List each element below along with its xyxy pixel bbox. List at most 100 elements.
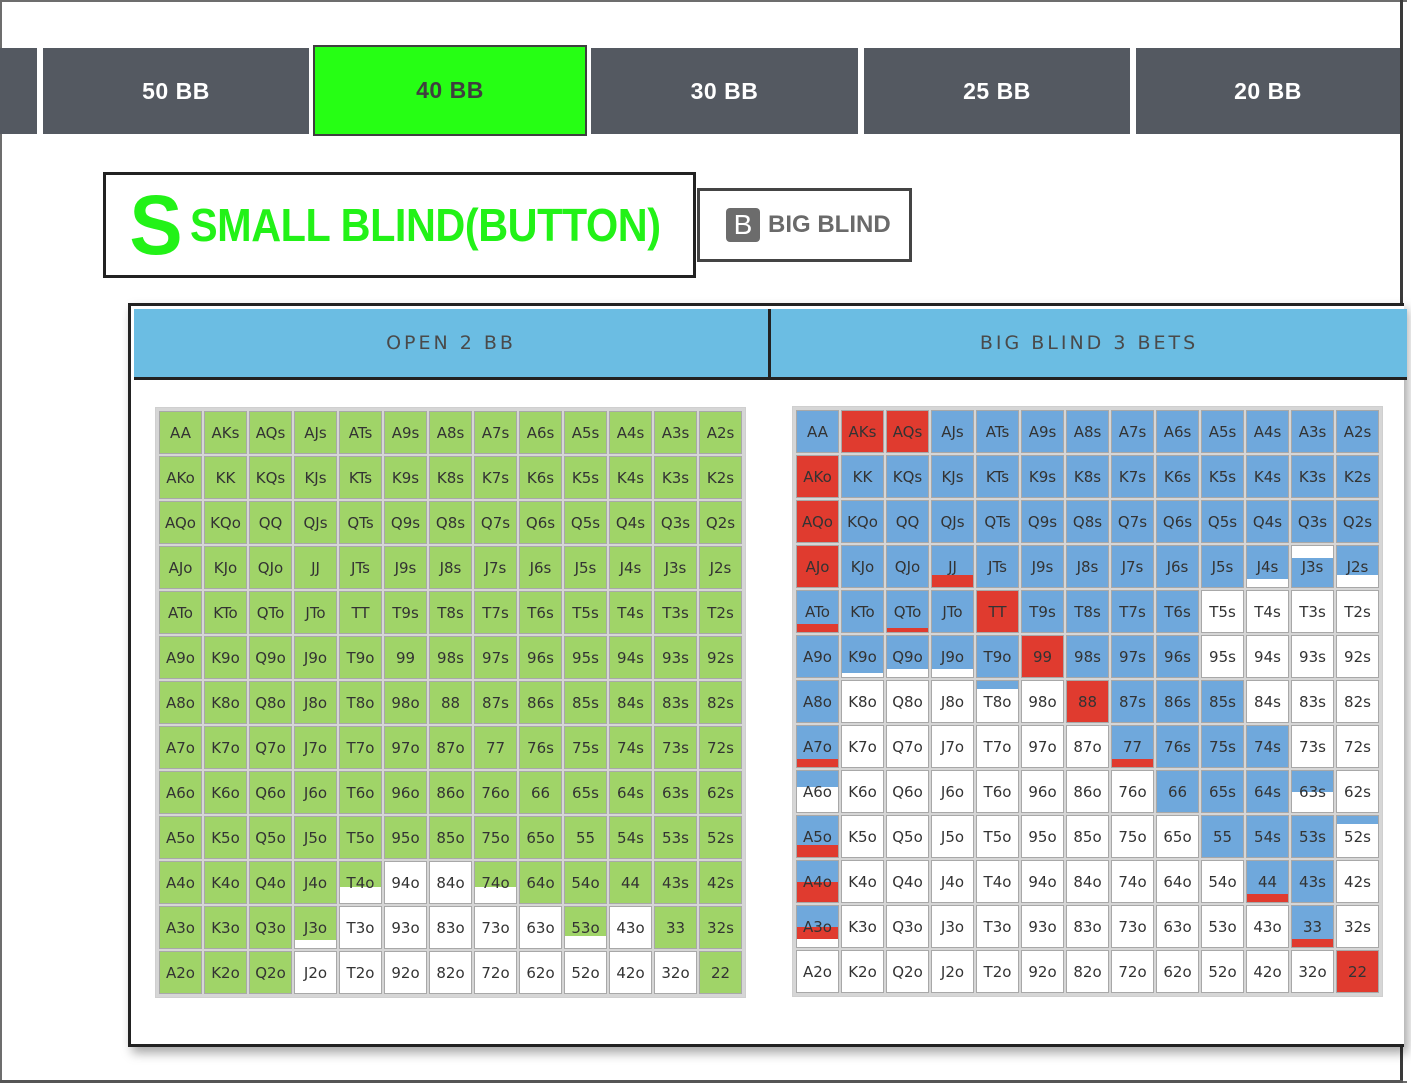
hand-cell-threebet[interactable]: 65s — [1201, 770, 1244, 813]
hand-cell-threebet[interactable]: QTs — [976, 500, 1019, 543]
hand-cell-open[interactable]: 76o — [474, 771, 517, 814]
hand-cell-threebet[interactable]: J8s — [1066, 545, 1109, 588]
hand-cell-open[interactable]: A3o — [159, 906, 202, 949]
hand-cell-threebet[interactable]: Q3o — [886, 905, 929, 948]
hand-cell-open[interactable]: 75o — [474, 816, 517, 859]
hand-cell-threebet[interactable]: 73s — [1291, 725, 1334, 768]
hand-cell-open[interactable]: 74o — [474, 861, 517, 904]
hand-cell-threebet[interactable]: KQs — [886, 455, 929, 498]
hand-cell-open[interactable]: 83o — [429, 906, 472, 949]
hand-cell-threebet[interactable]: 52o — [1201, 950, 1244, 993]
hand-cell-threebet[interactable]: A2o — [796, 950, 839, 993]
hand-cell-open[interactable]: K6s — [519, 456, 562, 499]
hand-cell-open[interactable]: 93s — [654, 636, 697, 679]
hand-cell-open[interactable]: A2s — [699, 411, 742, 454]
hand-cell-open[interactable]: T9s — [384, 591, 427, 634]
hand-cell-open[interactable]: ATs — [339, 411, 382, 454]
hand-cell-threebet[interactable]: 74o — [1111, 860, 1154, 903]
hand-cell-open[interactable]: AKo — [159, 456, 202, 499]
hand-cell-open[interactable]: AA — [159, 411, 202, 454]
hand-cell-threebet[interactable]: T5o — [976, 815, 1019, 858]
hand-cell-threebet[interactable]: T8s — [1066, 590, 1109, 633]
hand-cell-open[interactable]: Q6o — [249, 771, 292, 814]
hand-cell-open[interactable]: A3s — [654, 411, 697, 454]
hand-cell-threebet[interactable]: T4s — [1246, 590, 1289, 633]
hand-cell-threebet[interactable]: 98o — [1021, 680, 1064, 723]
hand-cell-open[interactable]: 63s — [654, 771, 697, 814]
hand-cell-open[interactable]: K8o — [204, 681, 247, 724]
hand-cell-threebet[interactable]: T3s — [1291, 590, 1334, 633]
hand-cell-threebet[interactable]: A6s — [1156, 410, 1199, 453]
hand-cell-open[interactable]: 94o — [384, 861, 427, 904]
hand-cell-threebet[interactable]: K3o — [841, 905, 884, 948]
hand-cell-open[interactable]: AJo — [159, 546, 202, 589]
hand-cell-threebet[interactable]: KTs — [976, 455, 1019, 498]
hand-cell-threebet[interactable]: 97s — [1111, 635, 1154, 678]
hand-cell-threebet[interactable]: T5s — [1201, 590, 1244, 633]
tab-stack-partial[interactable] — [0, 48, 37, 134]
hand-cell-open[interactable]: 72s — [699, 726, 742, 769]
hand-cell-threebet[interactable]: QTo — [886, 590, 929, 633]
hand-cell-threebet[interactable]: Q9o — [886, 635, 929, 678]
hand-cell-open[interactable]: 52s — [699, 816, 742, 859]
hand-cell-threebet[interactable]: 43o — [1246, 905, 1289, 948]
hand-cell-open[interactable]: Q2o — [249, 951, 292, 994]
hand-cell-threebet[interactable]: JTs — [976, 545, 1019, 588]
hand-cell-open[interactable]: 54s — [609, 816, 652, 859]
hand-cell-open[interactable]: J2o — [294, 951, 337, 994]
hand-cell-threebet[interactable]: 52s — [1336, 815, 1379, 858]
hand-cell-threebet[interactable]: Q6s — [1156, 500, 1199, 543]
hand-cell-threebet[interactable]: J4s — [1246, 545, 1289, 588]
hand-cell-open[interactable]: A9s — [384, 411, 427, 454]
hand-cell-open[interactable]: Q7o — [249, 726, 292, 769]
hand-cell-open[interactable]: Q8s — [429, 501, 472, 544]
hand-cell-threebet[interactable]: A4s — [1246, 410, 1289, 453]
hand-cell-threebet[interactable]: 74s — [1246, 725, 1289, 768]
hand-cell-open[interactable]: 94s — [609, 636, 652, 679]
hand-cell-open[interactable]: QJo — [249, 546, 292, 589]
hand-cell-threebet[interactable]: 99 — [1021, 635, 1064, 678]
hand-cell-open[interactable]: A4s — [609, 411, 652, 454]
hand-cell-open[interactable]: 92o — [384, 951, 427, 994]
hand-cell-threebet[interactable]: T6o — [976, 770, 1019, 813]
hand-cell-open[interactable]: T3s — [654, 591, 697, 634]
hand-cell-threebet[interactable]: Q4s — [1246, 500, 1289, 543]
hand-cell-threebet[interactable]: 44 — [1246, 860, 1289, 903]
hand-cell-open[interactable]: A6s — [519, 411, 562, 454]
hand-cell-open[interactable]: JJ — [294, 546, 337, 589]
hand-cell-threebet[interactable]: 83s — [1291, 680, 1334, 723]
hand-cell-threebet[interactable]: 43s — [1291, 860, 1334, 903]
hand-cell-open[interactable]: T3o — [339, 906, 382, 949]
hand-cell-threebet[interactable]: T7o — [976, 725, 1019, 768]
hand-cell-threebet[interactable]: K2s — [1336, 455, 1379, 498]
hand-cell-open[interactable]: TT — [339, 591, 382, 634]
hand-cell-open[interactable]: 87s — [474, 681, 517, 724]
hand-cell-open[interactable]: 95s — [564, 636, 607, 679]
hand-cell-threebet[interactable]: KJs — [931, 455, 974, 498]
hand-cell-threebet[interactable]: T6s — [1156, 590, 1199, 633]
hand-cell-open[interactable]: 43o — [609, 906, 652, 949]
hand-cell-open[interactable]: 97o — [384, 726, 427, 769]
hand-cell-open[interactable]: J5s — [564, 546, 607, 589]
hand-cell-threebet[interactable]: J9s — [1021, 545, 1064, 588]
hand-cell-threebet[interactable]: J9o — [931, 635, 974, 678]
hand-cell-threebet[interactable]: 72o — [1111, 950, 1154, 993]
hand-cell-threebet[interactable]: 63s — [1291, 770, 1334, 813]
hand-cell-open[interactable]: 82s — [699, 681, 742, 724]
hand-cell-open[interactable]: 86s — [519, 681, 562, 724]
hand-cell-threebet[interactable]: K5s — [1201, 455, 1244, 498]
hand-cell-threebet[interactable]: 86o — [1066, 770, 1109, 813]
hand-cell-threebet[interactable]: T8o — [976, 680, 1019, 723]
hand-cell-threebet[interactable]: A7o — [796, 725, 839, 768]
hand-cell-threebet[interactable]: 76o — [1111, 770, 1154, 813]
hand-cell-open[interactable]: 43s — [654, 861, 697, 904]
hand-cell-threebet[interactable]: T2o — [976, 950, 1019, 993]
hand-cell-threebet[interactable]: 82o — [1066, 950, 1109, 993]
hand-cell-threebet[interactable]: 82s — [1336, 680, 1379, 723]
hand-cell-open[interactable]: T4s — [609, 591, 652, 634]
hand-cell-open[interactable]: Q5s — [564, 501, 607, 544]
hand-cell-open[interactable]: ATo — [159, 591, 202, 634]
hand-cell-threebet[interactable]: 87s — [1111, 680, 1154, 723]
hand-cell-threebet[interactable]: 54s — [1246, 815, 1289, 858]
hand-cell-threebet[interactable]: 96s — [1156, 635, 1199, 678]
